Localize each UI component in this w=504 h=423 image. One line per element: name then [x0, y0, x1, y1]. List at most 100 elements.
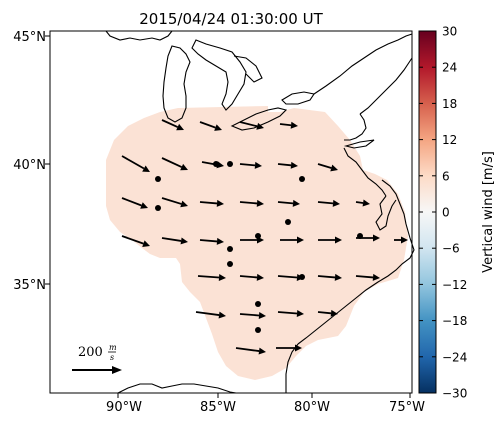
colorbar-tick-label: −18 [442, 314, 467, 328]
station-dot [285, 219, 291, 225]
wind-arrow-head [256, 199, 264, 207]
wind-arrow-head [296, 309, 304, 317]
wind-arrow-shaft [317, 275, 336, 279]
wind-arrow-head [290, 161, 298, 169]
station-dot [357, 233, 363, 239]
wind-arrow-head [330, 164, 338, 172]
wind-arrow-shaft [317, 163, 332, 169]
wind-arrow-head [330, 309, 338, 317]
lat-tick-label: 35°N [13, 278, 46, 293]
wind-arrow-head [258, 347, 266, 355]
map-title: 2015/04/24 01:30:00 UT [139, 10, 323, 28]
wind-arrow-head [362, 199, 370, 207]
wind-arrow-shaft [277, 201, 294, 205]
colorbar-tick-label: 0 [442, 206, 450, 220]
wind-arrow-head [256, 273, 264, 281]
station-dot [227, 246, 233, 252]
long-island-shore [343, 139, 375, 149]
wind-arrow-head [334, 273, 342, 281]
wind-arrow-head [256, 122, 264, 130]
station-dot [227, 161, 233, 167]
georgia-florida-coast [285, 343, 299, 393]
lat-tick-label: 45°N [13, 30, 46, 45]
wind-arrow-shaft [239, 313, 260, 317]
scale-unit-numerator: m [109, 343, 117, 352]
wind-arrow-head [290, 121, 298, 129]
wind-arrow-shaft [197, 275, 220, 279]
colorbar-tick-label: 18 [442, 97, 457, 111]
wind-arrow-head [218, 311, 226, 319]
wind-arrow-head [372, 273, 380, 281]
colorbar-tick-label: −12 [442, 278, 467, 292]
wind-arrow-shaft [199, 239, 218, 243]
wind-arrow-shaft [199, 201, 218, 205]
wind-arrow-head [142, 165, 150, 172]
gulf-coast [117, 383, 237, 394]
station-dot [155, 176, 161, 182]
wind-arrow-head [295, 344, 302, 352]
wind-arrow-shaft [161, 157, 183, 168]
wind-arrow-head [218, 274, 226, 281]
wind-arrow-head [216, 237, 224, 245]
lake-michigan-shore [162, 45, 191, 123]
wind-arrow-head [140, 202, 148, 209]
station-dots [155, 161, 363, 333]
wind-arrow-head [180, 200, 188, 208]
wind-arrow-head [216, 199, 224, 207]
wind-arrows [121, 119, 408, 355]
wind-arrow-shaft [279, 123, 292, 127]
lat-tick-label: 40°N [13, 158, 46, 173]
wind-arrow-shaft [121, 235, 144, 245]
wind-arrow-shaft [355, 201, 364, 204]
wind-arrow-head [176, 123, 184, 131]
scale-unit-denominator: s [110, 353, 114, 362]
maine-shore [359, 57, 413, 115]
lon-tick-label: 90°W [106, 400, 142, 415]
wind-arrow-head [180, 163, 188, 171]
wind-arrow-shaft [355, 275, 374, 279]
colorbar-tick-label: −30 [442, 387, 467, 401]
wind-arrow-head [258, 311, 266, 319]
colorbar-tick-label: −6 [442, 242, 460, 256]
map-frame [49, 30, 413, 394]
wind-arrow-shaft [277, 275, 298, 279]
wind-arrow-shaft [195, 311, 220, 316]
mid-atlantic-coast [343, 147, 387, 197]
wind-arrow-shaft [235, 347, 260, 352]
wind-arrow-head [214, 124, 222, 131]
chesapeake-bay-shore [375, 195, 397, 231]
wind-arrow-shaft [239, 163, 256, 167]
georgian-bay-shore [233, 55, 263, 83]
wind-arrow-shaft [317, 201, 334, 205]
scale-arrow-head [112, 366, 122, 374]
lake-ontario-shore [281, 91, 315, 105]
wind-arrow-shaft [277, 311, 298, 315]
wind-arrow-shaft [199, 121, 216, 129]
station-dot [255, 301, 261, 307]
lat-axis: 45°N 40°N 35°N [13, 30, 50, 293]
wind-arrow-head [142, 240, 150, 247]
wind-arrow-head [401, 236, 408, 244]
st-lawrence-shore [313, 33, 413, 95]
wind-arrow-shaft [121, 197, 142, 207]
colorbar-ticks: 30 24 18 12 6 0 −6 −12 −18 −24 −30 [419, 25, 467, 401]
station-dot [299, 176, 305, 182]
wind-arrow-shaft [239, 201, 258, 205]
colorbar-label: Vertical wind [m/s] [481, 151, 496, 273]
colorbar-tick-label: 6 [442, 169, 450, 183]
wind-arrow-shaft [277, 163, 292, 167]
wind-arrow-head [332, 199, 340, 207]
station-dot [213, 161, 219, 167]
delmarva-coast [381, 179, 407, 225]
wind-arrow-head [292, 199, 300, 207]
station-dot [155, 205, 161, 211]
wind-arrow-shaft [239, 275, 258, 279]
colorbar-tick-label: 12 [442, 133, 457, 147]
wind-arrow-shaft [317, 311, 332, 315]
scale-arrow: 200 m s [72, 343, 122, 374]
lake-huron-shore [191, 39, 247, 111]
wind-arrow-head [254, 161, 262, 169]
lon-tick-label: 85°W [200, 400, 236, 415]
colorbar: 30 24 18 12 6 0 −6 −12 −18 −24 −30 Vertical wind [… [418, 25, 496, 401]
